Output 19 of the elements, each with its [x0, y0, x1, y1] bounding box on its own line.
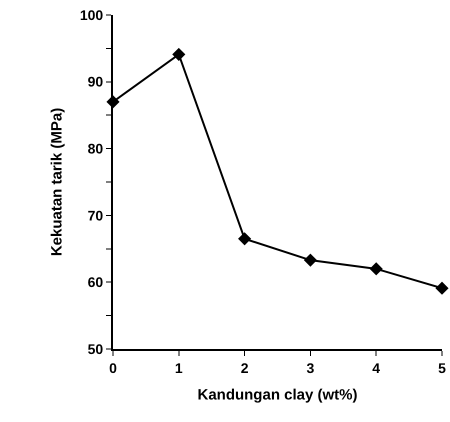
x-tick-label: 0 [109, 360, 118, 376]
x-tick-label: 3 [306, 360, 314, 376]
y-axis-title: Kekuatan tarik (MPa) [48, 108, 66, 256]
point [304, 254, 317, 267]
y-tick-label: 90 [88, 74, 104, 90]
y-tick-label: 70 [88, 207, 104, 224]
point [238, 232, 251, 246]
point [172, 48, 186, 61]
x-tick-label: 4 [372, 360, 380, 376]
x-tick-label: 5 [438, 360, 446, 376]
y-tick-label: 60 [88, 274, 104, 290]
x-tick-label: 2 [240, 360, 249, 376]
y-tick-label: 80 [88, 140, 104, 156]
y-tick-label: 100 [80, 6, 104, 23]
x-tick-label: 1 [174, 360, 183, 376]
point [370, 262, 383, 276]
y-tick-label: 50 [88, 340, 104, 357]
x-axis-title: Kandungan clay (wt%) [197, 386, 358, 404]
point [436, 282, 448, 295]
